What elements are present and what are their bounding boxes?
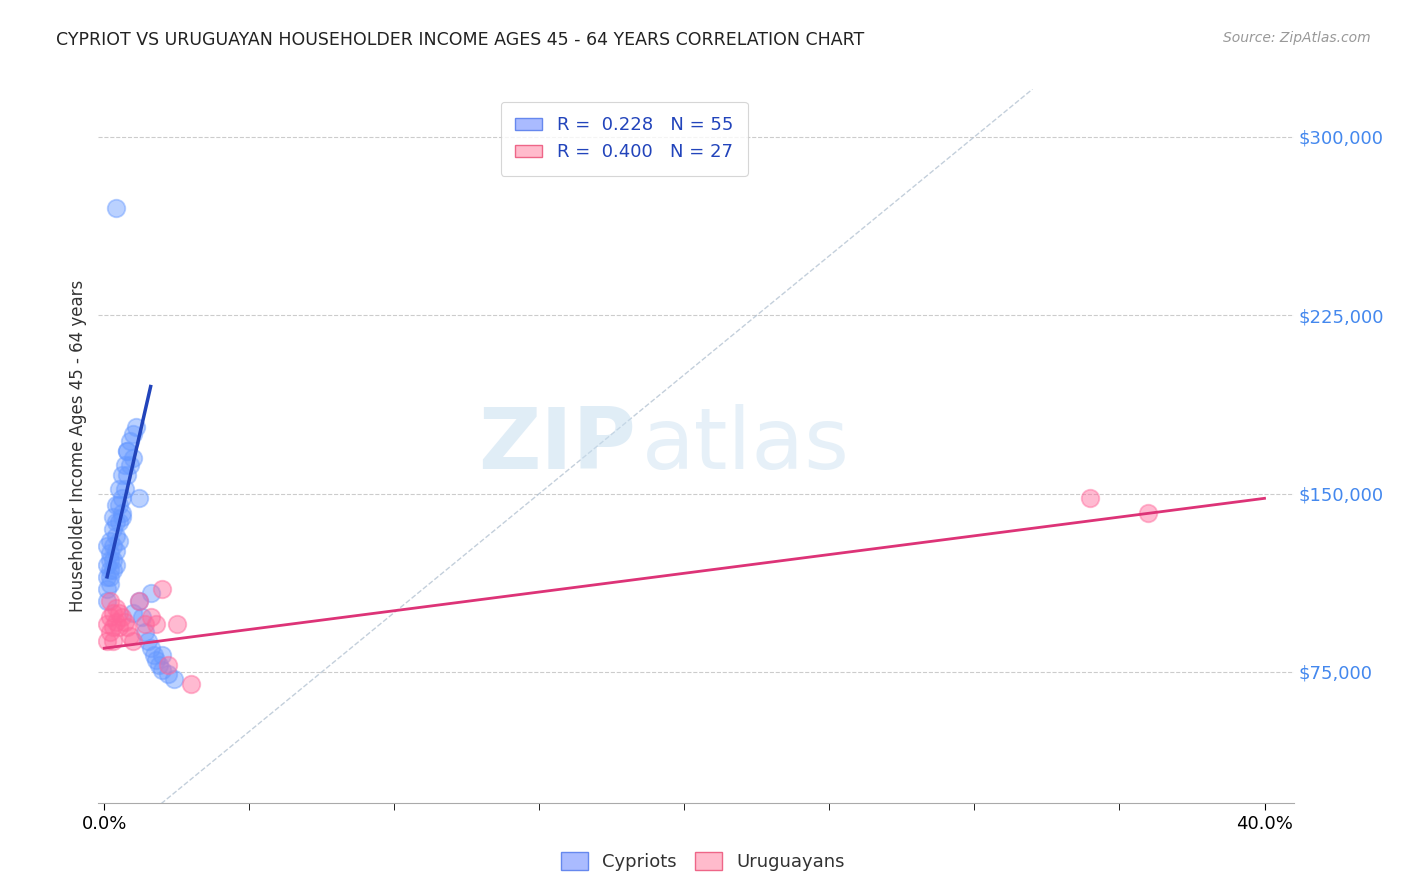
Point [101, 539, 124, 553]
Point [96, 617, 118, 632]
Point [136, 634, 159, 648]
Point [117, 620, 139, 634]
Point [117, 443, 139, 458]
Point [157, 657, 180, 672]
Point [101, 553, 124, 567]
Point [139, 610, 162, 624]
Point [120, 434, 142, 449]
Point [111, 506, 134, 520]
Text: ZIP: ZIP [478, 404, 637, 488]
Point [117, 467, 139, 482]
Text: Source: ZipAtlas.com: Source: ZipAtlas.com [1223, 31, 1371, 45]
Point [101, 563, 124, 577]
Point [101, 620, 124, 634]
Point [180, 677, 202, 691]
Legend: Cypriots, Uruguayans: Cypriots, Uruguayans [554, 845, 852, 879]
Y-axis label: Householder Income Ages 45 - 64 years: Householder Income Ages 45 - 64 years [69, 280, 87, 612]
Point [120, 629, 142, 643]
Point [101, 510, 124, 524]
Point [134, 617, 156, 632]
Point [96, 634, 118, 648]
Text: CYPRIOT VS URUGUAYAN HOUSEHOLDER INCOME AGES 45 - 64 YEARS CORRELATION CHART: CYPRIOT VS URUGUAYAN HOUSEHOLDER INCOME … [56, 31, 865, 49]
Point [148, 657, 170, 672]
Point [114, 458, 136, 472]
Point [139, 641, 162, 656]
Point [150, 582, 173, 596]
Legend: R =  0.228   N = 55, R =  0.400   N = 27: R = 0.228 N = 55, R = 0.400 N = 27 [501, 102, 748, 176]
Point [98, 593, 121, 607]
Point [145, 653, 167, 667]
Point [145, 617, 167, 632]
Point [134, 624, 156, 639]
Point [101, 606, 124, 620]
Point [128, 593, 150, 607]
Text: atlas: atlas [643, 404, 851, 488]
Point [122, 634, 145, 648]
Point [98, 534, 121, 549]
Point [107, 534, 129, 549]
Point [1137, 506, 1160, 520]
Point [122, 450, 145, 465]
Point [114, 615, 136, 629]
Point [166, 617, 188, 632]
Point [104, 529, 127, 543]
Point [98, 577, 121, 591]
Point [131, 610, 153, 624]
Point [98, 624, 121, 639]
Point [139, 586, 162, 600]
Point [120, 458, 142, 472]
Point [1080, 491, 1102, 506]
Point [128, 491, 150, 506]
Point [122, 606, 145, 620]
Point [117, 443, 139, 458]
Point [104, 515, 127, 529]
Point [128, 593, 150, 607]
Point [111, 610, 134, 624]
Point [96, 539, 118, 553]
Point [104, 558, 127, 572]
Point [98, 546, 121, 560]
Point [96, 570, 118, 584]
Point [111, 510, 134, 524]
Point [114, 482, 136, 496]
Point [122, 427, 145, 442]
Point [150, 663, 173, 677]
Point [98, 563, 121, 577]
Point [104, 600, 127, 615]
Point [104, 615, 127, 629]
Point [96, 593, 118, 607]
Point [104, 201, 127, 215]
Point [111, 467, 134, 482]
Point [98, 553, 121, 567]
Point [98, 570, 121, 584]
Point [101, 522, 124, 536]
Point [101, 634, 124, 648]
Point [157, 667, 180, 681]
Point [96, 558, 118, 572]
Point [150, 648, 173, 663]
Point [98, 610, 121, 624]
Point [163, 672, 186, 686]
Point [107, 606, 129, 620]
Point [107, 499, 129, 513]
Point [142, 648, 165, 663]
Point [104, 499, 127, 513]
Point [107, 620, 129, 634]
Point [125, 420, 148, 434]
Point [107, 482, 129, 496]
Point [104, 543, 127, 558]
Point [96, 582, 118, 596]
Point [111, 491, 134, 506]
Point [107, 515, 129, 529]
